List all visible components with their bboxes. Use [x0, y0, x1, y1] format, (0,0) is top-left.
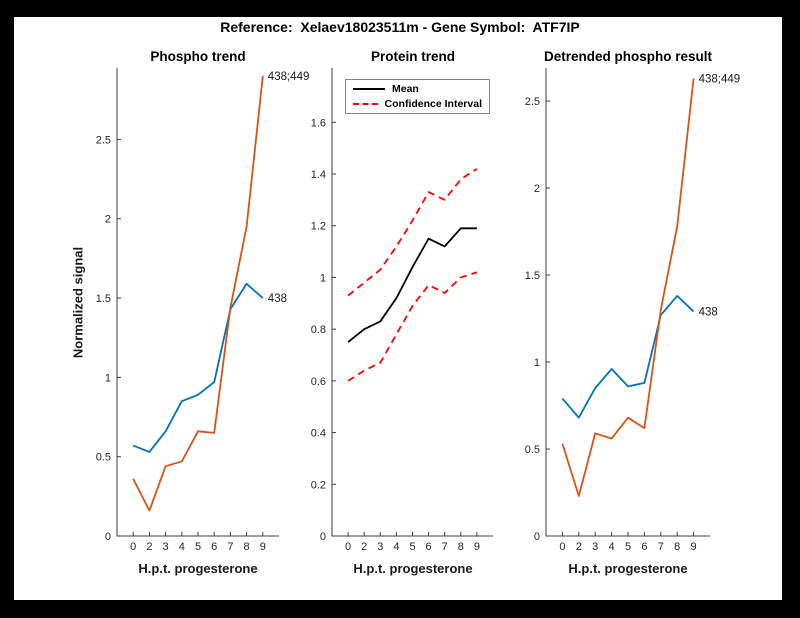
ci-line-sample-icon	[353, 102, 378, 105]
phospho-trend-axes-spines	[116, 68, 279, 537]
figure-title: Reference: Xelaev18023511m - Gene Symbol…	[220, 19, 580, 35]
y-tick-label: 1.5	[525, 270, 540, 282]
x-tick-label: 7	[658, 541, 664, 553]
phospho-trend-title: Phospho trend	[150, 49, 246, 64]
x-axis-label-detrended: H.p.t. progesterone	[568, 561, 688, 576]
x-tick-label: 6	[426, 541, 432, 553]
y-tick-label: 2	[105, 214, 111, 226]
x-tick-label: 6	[641, 541, 647, 553]
protein-trend-title: Protein trend	[370, 49, 455, 64]
phospho-438-449-line	[132, 75, 264, 512]
y-tick-label: 0	[534, 531, 540, 543]
x-tick-label: 7	[442, 541, 448, 553]
y-tick-label: 0	[105, 531, 111, 543]
x-tick-label: 7	[227, 541, 233, 553]
detrended-phospho-title: Detrended phospho result	[543, 49, 712, 64]
y-tick-label: 0.5	[525, 444, 540, 456]
phospho-438-end-annotation: 438	[268, 293, 287, 305]
phospho-438-line	[132, 282, 264, 453]
x-tick-label: 0	[345, 541, 351, 553]
y-tick-label: 1	[320, 272, 326, 284]
y-tick-label: 2.5	[525, 96, 540, 108]
x-tick-label: 2	[146, 541, 152, 553]
y-tick-label: 0	[320, 531, 326, 543]
x-tick-label: 9	[691, 541, 697, 553]
x-axis-label-protein: H.p.t. progesterone	[353, 561, 473, 576]
detrended-438-line	[561, 295, 695, 419]
figure-background	[14, 17, 782, 600]
legend-ci-label: Confidence Interval	[384, 97, 482, 110]
detrended-438-449-end-annotation: 438;449	[699, 73, 741, 85]
x-tick-label: 8	[244, 541, 250, 553]
y-tick-label: 1	[105, 372, 111, 384]
legend-row-mean: Mean	[353, 82, 482, 96]
y-tick-label: 0.4	[311, 428, 326, 440]
x-tick-label: 4	[393, 541, 399, 553]
y-tick-label: 0.5	[96, 452, 111, 464]
legend: Mean Confidence Interval	[345, 79, 490, 114]
mean-line-sample-icon	[353, 88, 385, 91]
x-tick-label: 0	[130, 541, 136, 553]
y-tick-label: 1.5	[96, 293, 111, 305]
y-tick-label: 0.6	[311, 376, 326, 388]
legend-row-ci: Confidence Interval	[353, 97, 482, 111]
y-tick-label: 0.2	[311, 479, 326, 491]
y-tick-label: 0.8	[311, 324, 326, 336]
x-tick-label: 0	[559, 541, 565, 553]
detrended-438-449-line	[561, 78, 695, 497]
x-tick-label: 5	[195, 541, 201, 553]
x-tick-label: 3	[163, 541, 169, 553]
x-tick-label: 5	[625, 541, 631, 553]
protein-ci-lower-line	[347, 271, 478, 382]
y-tick-label: 2	[534, 183, 540, 195]
legend-mean-label: Mean	[392, 83, 419, 96]
y-tick-label: 1.4	[311, 169, 326, 181]
x-tick-label: 8	[458, 541, 464, 553]
y-tick-label: 1	[534, 357, 540, 369]
x-tick-label: 6	[211, 541, 217, 553]
y-tick-label: 2.5	[96, 134, 111, 146]
x-tick-label: 9	[474, 541, 480, 553]
x-tick-label: 9	[260, 541, 266, 553]
y-tick-label: 1.2	[311, 221, 326, 233]
x-tick-label: 3	[592, 541, 598, 553]
detrended-438-end-annotation: 438	[699, 307, 718, 319]
x-tick-label: 5	[409, 541, 415, 553]
detrended-phospho-result-axes-spines	[545, 68, 710, 537]
protein-mean-line	[347, 227, 477, 343]
x-tick-label: 4	[179, 541, 185, 553]
y-tick-label: 1.6	[311, 117, 326, 129]
phospho-438-449-end-annotation: 438;449	[268, 71, 310, 83]
x-tick-label: 8	[674, 541, 680, 553]
x-tick-label: 2	[576, 541, 582, 553]
x-axis-label-phospho: H.p.t. progesterone	[138, 561, 258, 576]
protein-trend-axes-spines	[331, 68, 493, 537]
x-tick-label: 4	[609, 541, 615, 553]
protein-ci-upper-line	[347, 168, 478, 297]
protein-trend-chart: 00.20.40.60.811.21.41.60 2 3 4 5 6 7 8 9	[311, 68, 493, 553]
x-tick-label: 3	[377, 541, 383, 553]
x-tick-label: 2	[361, 541, 367, 553]
